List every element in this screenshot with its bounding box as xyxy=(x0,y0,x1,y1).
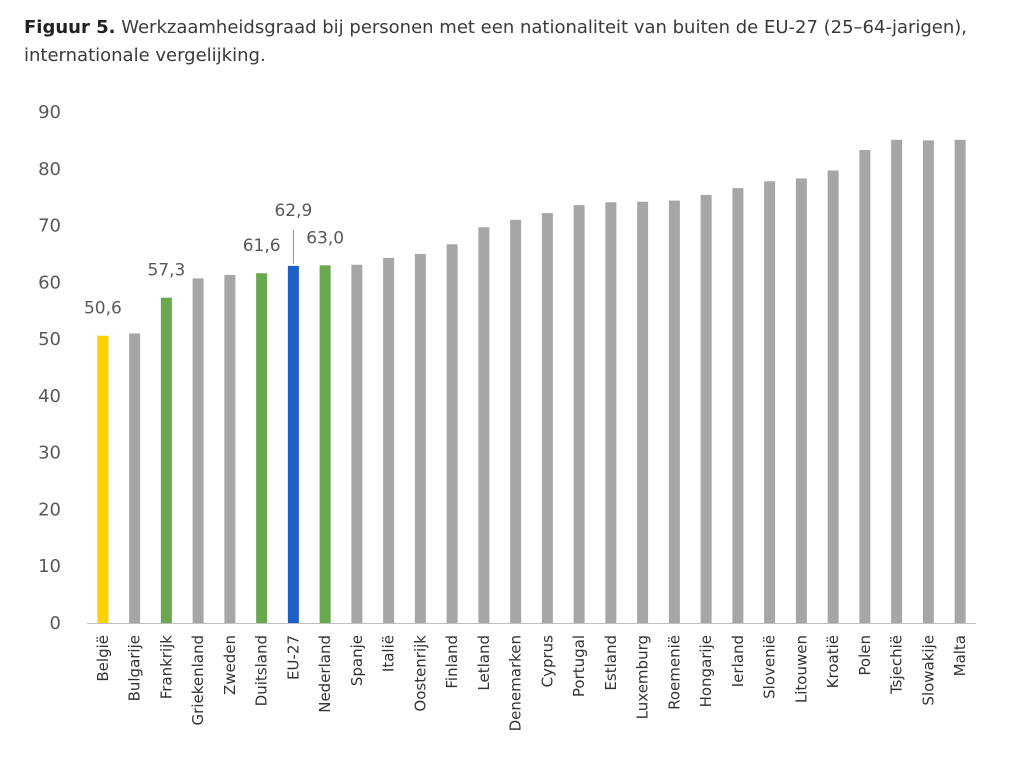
bar xyxy=(478,227,490,623)
category-label: Estland xyxy=(602,635,620,691)
y-axis: 0 10 20 30 40 50 60 70 80 90 xyxy=(38,102,61,634)
bar xyxy=(859,150,871,623)
category-label: België xyxy=(94,635,112,682)
category-label: Finland xyxy=(443,635,461,689)
bar xyxy=(256,273,268,623)
category-label: EU-27 xyxy=(284,635,302,680)
bar xyxy=(954,139,966,623)
y-tick-label: 60 xyxy=(38,272,61,293)
bar xyxy=(764,181,776,623)
y-tick-label: 0 xyxy=(50,613,61,634)
category-labels: België Bulgarije Frankrijk Griekenland Zwede… xyxy=(94,635,969,732)
bar xyxy=(319,265,331,623)
category-label: Bulgarije xyxy=(126,635,144,701)
bar xyxy=(351,264,363,623)
category-label: Malta xyxy=(951,635,969,676)
data-labels: 50,6 57,3 61,6 62,9 63,0 xyxy=(84,201,344,319)
bar xyxy=(383,257,395,623)
y-tick-label: 40 xyxy=(38,386,61,407)
category-label: Zweden xyxy=(221,635,239,695)
bar xyxy=(637,201,649,623)
y-tick-label: 90 xyxy=(38,102,61,123)
bars xyxy=(97,139,966,624)
y-tick-label: 10 xyxy=(38,556,61,577)
figure-number: Figuur 5. xyxy=(24,17,116,38)
category-label: Slowakije xyxy=(919,635,937,706)
category-label: Nederland xyxy=(316,635,334,713)
data-label: 57,3 xyxy=(147,261,185,281)
category-label: Slovenië xyxy=(761,635,779,699)
category-label: Hongarije xyxy=(697,635,715,707)
bar xyxy=(224,274,236,623)
category-label: Oostenrijk xyxy=(411,635,429,712)
bar xyxy=(97,335,109,623)
bar xyxy=(129,333,141,623)
figure-caption: Figuur 5. Werkzaamheidsgraad bij persone… xyxy=(24,14,1004,70)
category-label: Portugal xyxy=(570,635,588,697)
bar xyxy=(827,170,839,623)
category-label: Polen xyxy=(856,635,874,676)
data-label: 63,0 xyxy=(306,228,344,248)
category-label: Letland xyxy=(475,635,493,691)
bar xyxy=(192,278,204,623)
bar xyxy=(414,253,426,623)
bar xyxy=(700,194,712,623)
bar xyxy=(891,139,903,623)
y-tick-label: 50 xyxy=(38,329,61,350)
bar xyxy=(795,178,807,623)
category-label: Luxemburg xyxy=(634,635,652,719)
bar xyxy=(541,213,553,623)
category-label: Griekenland xyxy=(189,635,207,725)
y-tick-label: 20 xyxy=(38,499,61,520)
category-label: Italië xyxy=(380,635,398,672)
category-label: Spanje xyxy=(348,635,366,686)
figure-title: Werkzaamheidsgraad bij personen met een … xyxy=(24,17,968,66)
category-label: Roemenië xyxy=(665,635,683,710)
y-tick-label: 30 xyxy=(38,443,61,464)
bar xyxy=(573,205,585,624)
category-label: Duitsland xyxy=(253,635,271,706)
data-label: 50,6 xyxy=(84,299,122,319)
bar xyxy=(732,188,744,624)
category-label: Ierland xyxy=(729,635,747,687)
category-label: Cyprus xyxy=(538,635,556,688)
category-label: Kroatië xyxy=(824,635,842,688)
category-label: Denemarken xyxy=(507,635,525,731)
category-label: Frankrijk xyxy=(157,635,175,700)
data-label: 61,6 xyxy=(243,236,281,256)
category-label: Litouwen xyxy=(792,635,810,703)
bar xyxy=(922,140,934,623)
y-tick-label: 80 xyxy=(38,159,61,180)
data-label: 62,9 xyxy=(274,201,312,221)
y-tick-label: 70 xyxy=(38,216,61,237)
category-label: Tsjechië xyxy=(888,635,906,695)
bar xyxy=(287,265,299,623)
bar xyxy=(446,244,458,623)
bar xyxy=(160,297,172,623)
bar xyxy=(668,200,680,623)
bar xyxy=(510,219,522,623)
bar xyxy=(605,202,617,623)
